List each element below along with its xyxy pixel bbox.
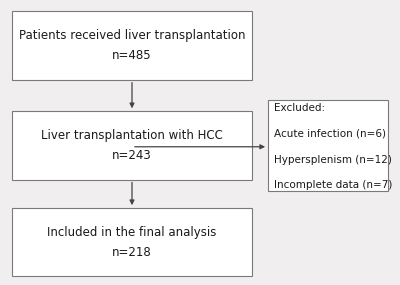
FancyBboxPatch shape [12,11,252,80]
FancyBboxPatch shape [268,100,388,191]
Text: n=243: n=243 [112,149,152,162]
Text: Hypersplenism (n=12): Hypersplenism (n=12) [274,154,392,165]
Text: n=485: n=485 [112,49,152,62]
Text: Acute infection (n=6): Acute infection (n=6) [274,129,386,139]
Text: Incomplete data (n=7): Incomplete data (n=7) [274,180,392,190]
Text: n=218: n=218 [112,246,152,259]
Text: Excluded:: Excluded: [274,103,325,113]
Text: Patients received liver transplantation: Patients received liver transplantation [19,29,245,42]
FancyBboxPatch shape [12,111,252,180]
FancyBboxPatch shape [12,208,252,276]
Text: Liver transplantation with HCC: Liver transplantation with HCC [41,129,223,142]
Text: Included in the final analysis: Included in the final analysis [47,226,217,239]
